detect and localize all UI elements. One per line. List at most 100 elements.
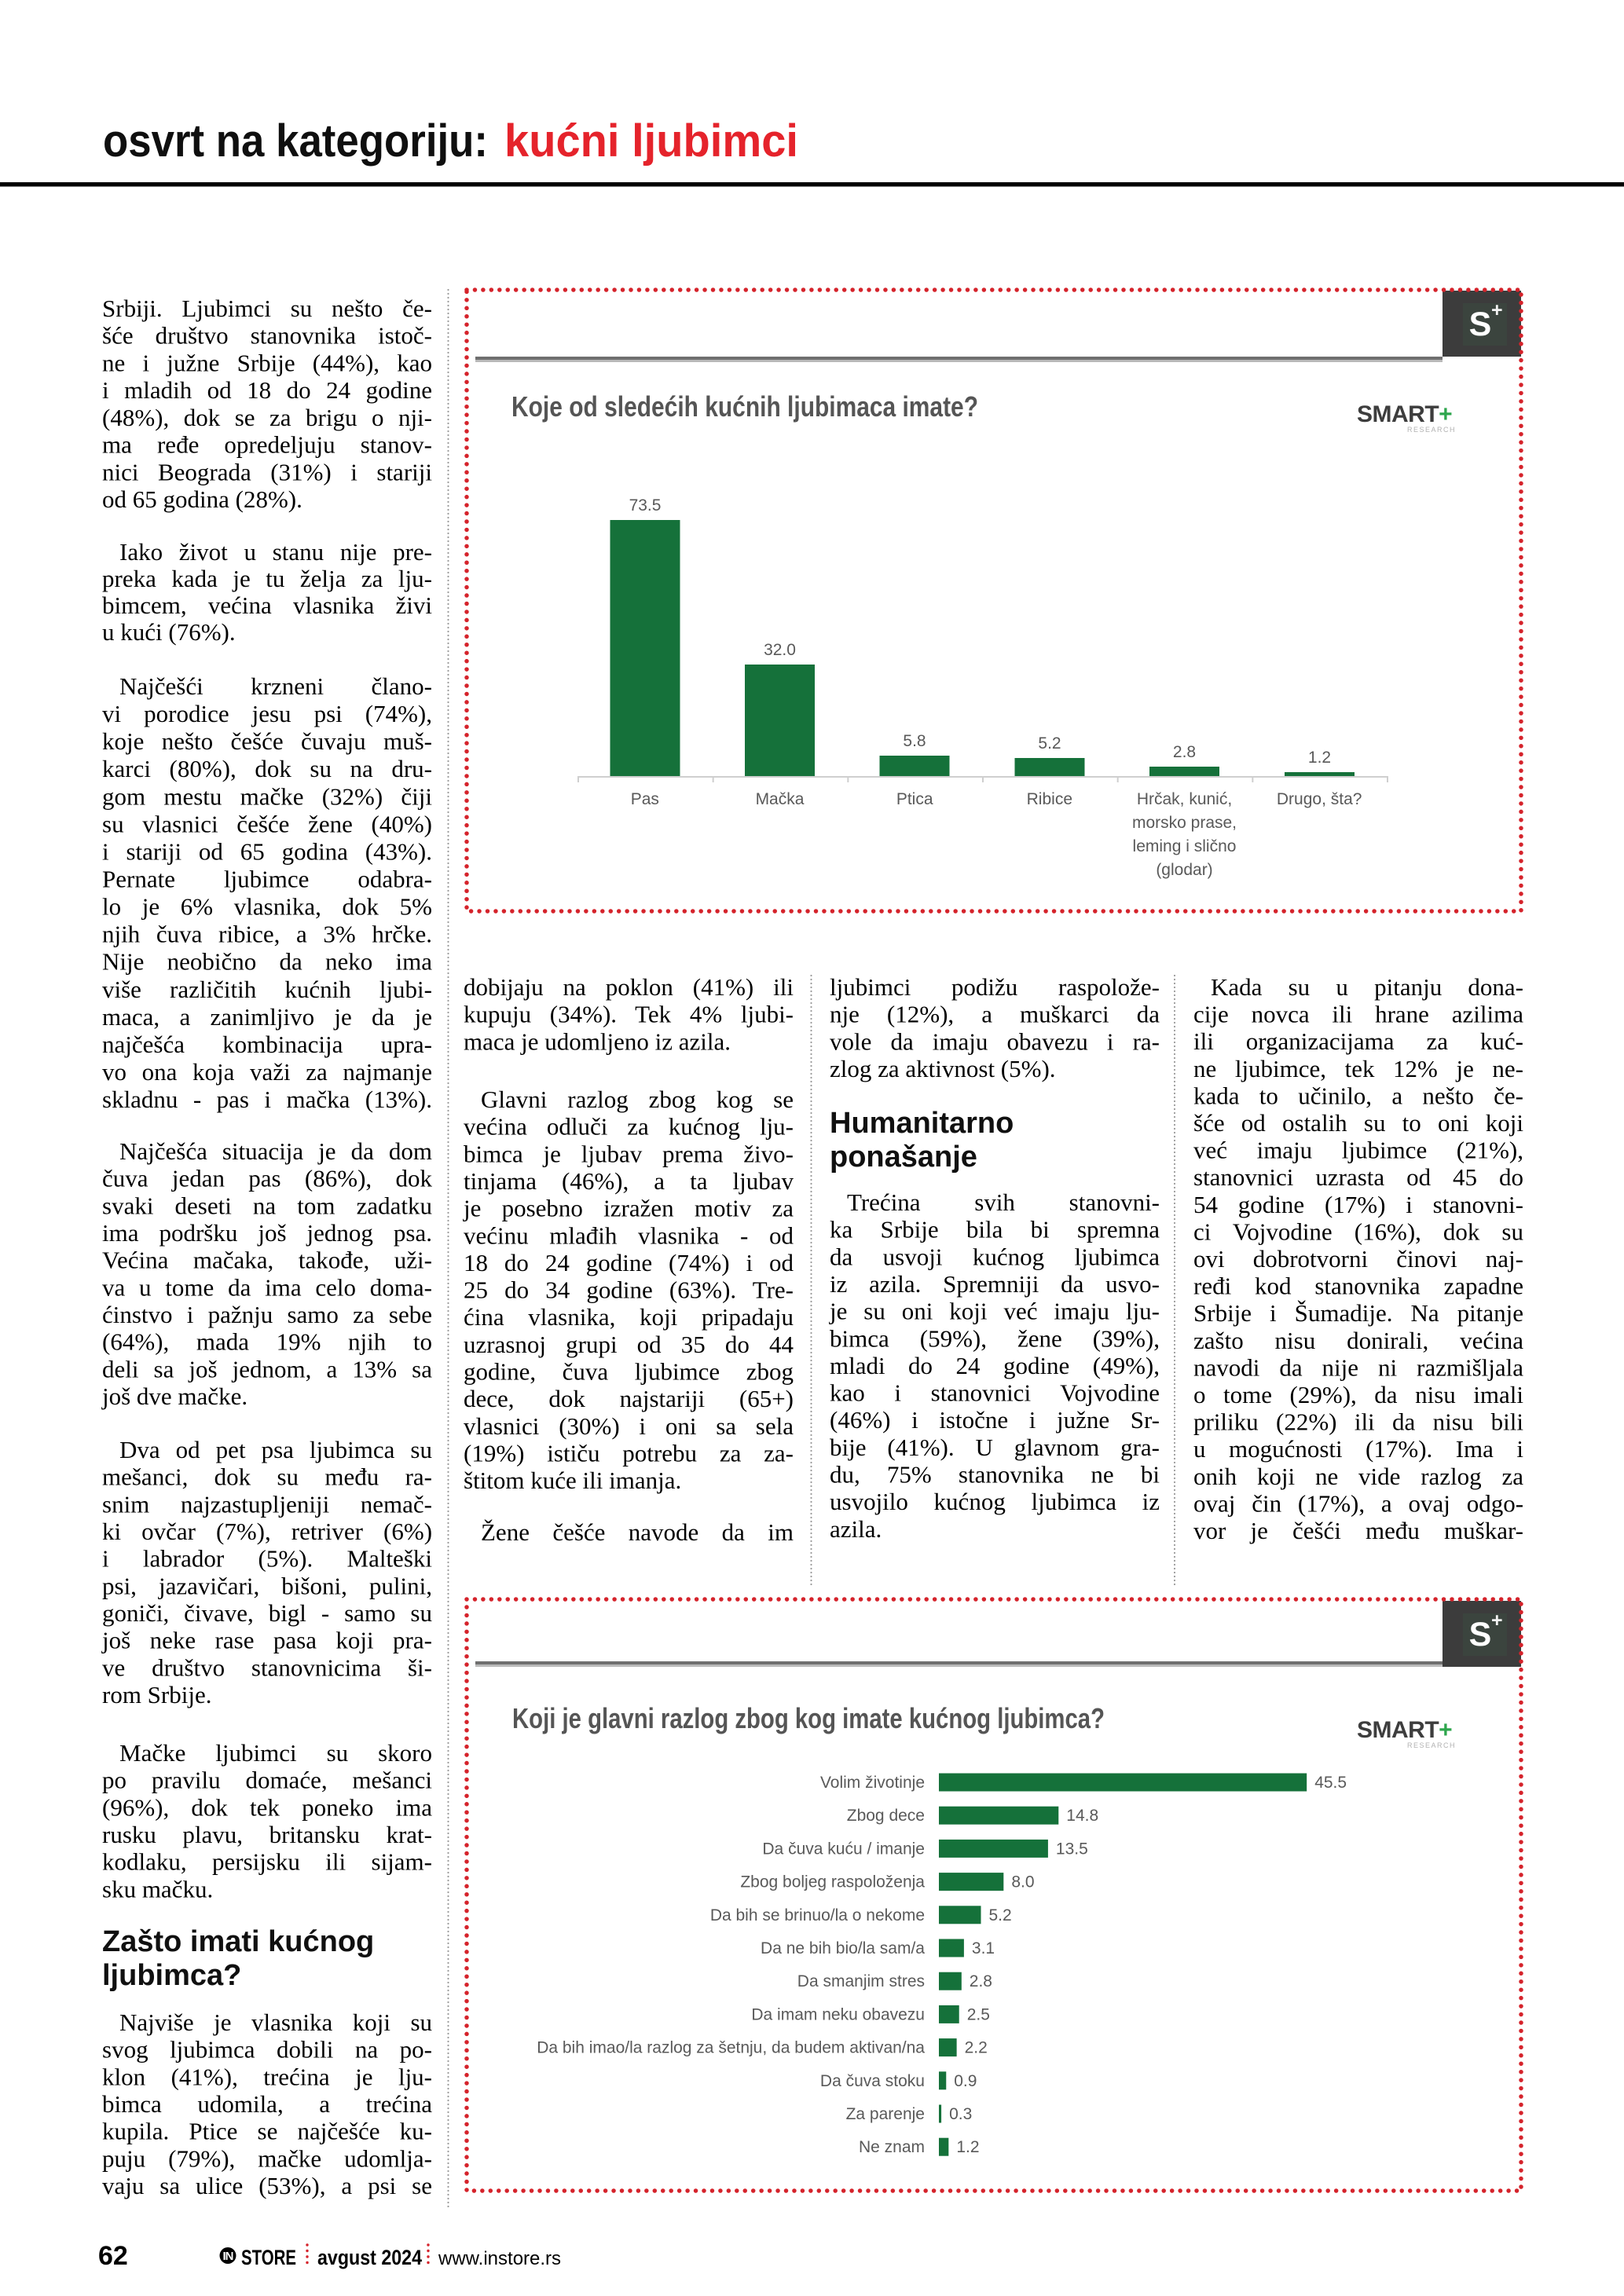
svg-text:i stariji od 65 godina (43%).: i stariji od 65 godina (43%).: [102, 837, 432, 865]
svg-text:usvojilo kućnog ljubimca iz: usvojilo kućnog ljubimca iz: [830, 1488, 1160, 1515]
svg-text:osvrt na kategoriju:: osvrt na kategoriju:: [103, 115, 488, 167]
svg-text:puju (79%), mačke udomlja-: puju (79%), mačke udomlja-: [102, 2144, 432, 2172]
svg-text:cije novca ili hrane azilima: cije novca ili hrane azilima: [1193, 1001, 1523, 1028]
svg-text:ljubimca?: ljubimca?: [102, 1959, 241, 1992]
svg-text:karci (80%), dok su na dru-: karci (80%), dok su na dru-: [102, 755, 432, 782]
svg-text:ćinstvo i pažnju samo za sebe: ćinstvo i pažnju samo za sebe: [102, 1301, 432, 1328]
svg-text:S: S: [1469, 306, 1492, 343]
svg-text:+: +: [1491, 1609, 1503, 1631]
svg-text:Pas: Pas: [631, 790, 659, 808]
svg-text:ve društvo stanovnicima ši-: ve društvo stanovnicima ši-: [102, 1653, 432, 1681]
svg-text:klon (41%), trećina je lju-: klon (41%), trećina je lju-: [102, 2063, 432, 2090]
svg-text:ma ređe opredeljuju stanov-: ma ređe opredeljuju stanov-: [102, 431, 432, 459]
svg-text:rom Srbije.: rom Srbije.: [102, 1681, 212, 1708]
svg-text:1.2: 1.2: [956, 2138, 979, 2156]
svg-text:šće društvo stanovnika istoč-: šće društvo stanovnika istoč-: [102, 322, 432, 350]
svg-text:14.8: 14.8: [1066, 1807, 1098, 1825]
svg-text:du, 75% stanovnika ne bi: du, 75% stanovnika ne bi: [830, 1461, 1160, 1489]
svg-text:Najčešći krzneni člano-: Najčešći krzneni člano-: [119, 672, 432, 700]
svg-text:Da imam neku obavezu: Da imam neku obavezu: [751, 2005, 925, 2023]
svg-text:vo ona koja važi za najmanje: vo ona koja važi za najmanje: [102, 1058, 432, 1086]
svg-text:2.2: 2.2: [965, 2039, 988, 2057]
svg-text:Volim životinje: Volim životinje: [820, 1774, 925, 1792]
svg-text:bimca (59%), žene (39%),: bimca (59%), žene (39%),: [830, 1324, 1160, 1352]
svg-text:Ribice: Ribice: [1027, 790, 1072, 808]
svg-text:Ptica: Ptica: [896, 790, 933, 808]
svg-text:vi porodice jesu psi (74%),: vi porodice jesu psi (74%),: [102, 700, 432, 727]
svg-text:svog ljubimca dobili na po-: svog ljubimca dobili na po-: [102, 2036, 432, 2063]
svg-text:godine, čuva ljubimce zbog: godine, čuva ljubimce zbog: [464, 1358, 794, 1386]
svg-text:Za parenje: Za parenje: [846, 2105, 925, 2123]
svg-text:Da smanjim stres: Da smanjim stres: [797, 1972, 925, 1990]
svg-text:Da ne bih bio/la sam/a: Da ne bih bio/la sam/a: [761, 1939, 925, 1957]
svg-text:0.3: 0.3: [949, 2105, 972, 2123]
svg-text:Dva od pet psa ljubimca su: Dva od pet psa ljubimca su: [119, 1436, 432, 1463]
svg-text:ponašanje: ponašanje: [830, 1141, 977, 1174]
svg-text:Žene češće navode da im: Žene češće navode da im: [481, 1518, 794, 1546]
svg-text:Srbiji. Ljubimci su nešto če-: Srbiji. Ljubimci su nešto če-: [102, 295, 432, 322]
svg-text:dece, dok najstariji (65+): dece, dok najstariji (65+): [464, 1385, 794, 1412]
svg-text:RESEARCH: RESEARCH: [1407, 426, 1456, 434]
svg-text:Kada su u pitanju dona-: Kada su u pitanju dona-: [1211, 973, 1523, 1001]
svg-text:+: +: [1491, 299, 1503, 321]
svg-text:ka Srbije bila bi spremna: ka Srbije bila bi spremna: [830, 1216, 1160, 1243]
svg-text:2.8: 2.8: [1173, 743, 1196, 761]
svg-text:STORE: STORE: [241, 2246, 296, 2269]
svg-text:tinjama (46%), a ta ljubav: tinjama (46%), a ta ljubav: [464, 1167, 794, 1195]
svg-text:su vlasnici češće žene (40%): su vlasnici češće žene (40%): [102, 810, 432, 837]
svg-text:Glavni razlog zbog kog se: Glavni razlog zbog kog se: [481, 1086, 794, 1113]
svg-text:koje nešto češće čuvaju muš-: koje nešto češće čuvaju muš-: [102, 727, 432, 755]
svg-text:(46%) i istočne i južne Sr-: (46%) i istočne i južne Sr-: [830, 1406, 1160, 1434]
svg-text:vlasnici (30%) i oni sa sela: vlasnici (30%) i oni sa sela: [464, 1412, 794, 1440]
svg-text:RESEARCH: RESEARCH: [1407, 1741, 1456, 1749]
svg-text:Najčešća situacija je da dom: Najčešća situacija je da dom: [119, 1137, 432, 1165]
svg-text:azila.: azila.: [830, 1515, 882, 1543]
svg-text:mladi do 24 godine (49%),: mladi do 24 godine (49%),: [830, 1352, 1160, 1379]
svg-text:čuva jedan pas (86%), dok: čuva jedan pas (86%), dok: [102, 1165, 432, 1192]
svg-text:ne i južne Srbije (44%), kao: ne i južne Srbije (44%), kao: [102, 349, 432, 376]
svg-text:Da čuva kuću / imanje: Da čuva kuću / imanje: [762, 1840, 925, 1858]
svg-text:bije (41%). U glavnom gra-: bije (41%). U glavnom gra-: [830, 1434, 1160, 1461]
svg-text:Humanitarno: Humanitarno: [830, 1107, 1014, 1140]
svg-text:ćina vlasnika, koji pripadaju: ćina vlasnika, koji pripadaju: [464, 1303, 794, 1331]
svg-text:morsko prase,: morsko prase,: [1132, 814, 1237, 832]
svg-text:SMART+: SMART+: [1357, 1717, 1452, 1743]
svg-text:ne ljubimce, tek 12% je ne-: ne ljubimce, tek 12% je ne-: [1193, 1055, 1523, 1082]
svg-text:u kući (76%).: u kući (76%).: [102, 618, 236, 646]
svg-text:ili organizacijama za kuć-: ili organizacijama za kuć-: [1193, 1027, 1523, 1055]
svg-text:i labrador (5%). Malteški: i labrador (5%). Malteški: [102, 1545, 432, 1573]
svg-text:vole da imaju obavezu i ra-: vole da imaju obavezu i ra-: [830, 1027, 1160, 1055]
svg-text:18 do 24 godine (74%) i od: 18 do 24 godine (74%) i od: [464, 1249, 794, 1276]
svg-text:Koji je glavni razlog zbog kog: Koji je glavni razlog zbog kog imate kuć…: [512, 1702, 1105, 1734]
svg-text:Nije neobično da neko ima: Nije neobično da neko ima: [102, 948, 432, 976]
svg-text:svaki deseti na tom zadatku: svaki deseti na tom zadatku: [102, 1192, 432, 1219]
svg-text:i mladih od 18 do 24 godine: i mladih od 18 do 24 godine: [102, 376, 432, 404]
svg-text:po pravilu domaće, mešanci: po pravilu domaće, mešanci: [102, 1767, 432, 1794]
svg-text:iz azila. Spremniji da usvo-: iz azila. Spremniji da usvo-: [830, 1270, 1160, 1298]
svg-text:vaju sa ulice (53%), a psi se: vaju sa ulice (53%), a psi se: [102, 2172, 432, 2199]
svg-text:ljubimci podižu raspolože-: ljubimci podižu raspolože-: [830, 973, 1160, 1001]
svg-text:0.9: 0.9: [954, 2072, 977, 2090]
svg-text:kao i stanovnici Vojvodine: kao i stanovnici Vojvodine: [830, 1379, 1160, 1407]
svg-text:2.8: 2.8: [970, 1972, 992, 1990]
svg-text:Trećina svih stanovni-: Trećina svih stanovni-: [847, 1188, 1160, 1216]
svg-text:Da bih imao/la razlog za šetnj: Da bih imao/la razlog za šetnju, da bude…: [537, 2039, 925, 2057]
svg-text:u mogućnosti (17%). Ima i: u mogućnosti (17%). Ima i: [1193, 1435, 1523, 1463]
svg-text:Zbog boljeg raspoloženja: Zbog boljeg raspoloženja: [740, 1873, 925, 1891]
svg-text:sku mačku.: sku mačku.: [102, 1875, 213, 1902]
svg-text:S: S: [1469, 1616, 1492, 1653]
svg-text:maca, a zanimljivo je da je: maca, a zanimljivo je da je: [102, 1003, 432, 1031]
svg-text:mešanci, dok su među ra-: mešanci, dok su među ra-: [102, 1463, 432, 1491]
svg-text:www.instore.rs: www.instore.rs: [438, 2248, 561, 2269]
svg-text:54 godine (17%) i stanovni-: 54 godine (17%) i stanovni-: [1193, 1191, 1523, 1218]
svg-text:lo je 6% vlasnika, dok 5%: lo je 6% vlasnika, dok 5%: [102, 893, 432, 921]
svg-text:25 do 34 godine (63%). Tre-: 25 do 34 godine (63%). Tre-: [464, 1276, 794, 1304]
svg-text:(96%), dok tek poneko ima: (96%), dok tek poneko ima: [102, 1793, 432, 1821]
svg-text:5.2: 5.2: [1038, 734, 1061, 753]
svg-text:Najviše je vlasnika koji su: Najviše je vlasnika koji su: [119, 2009, 432, 2036]
svg-text:Većina mačaka, takođe, uži-: Većina mačaka, takođe, uži-: [102, 1247, 432, 1274]
svg-text:većina odluči za kućnog lju-: većina odluči za kućnog lju-: [464, 1113, 794, 1141]
svg-text:5.8: 5.8: [903, 732, 926, 750]
svg-text:šće od ostalih su to oni koji: šće od ostalih su to oni koji: [1193, 1109, 1523, 1137]
svg-text:Hrčak, kunić,: Hrčak, kunić,: [1137, 790, 1232, 808]
